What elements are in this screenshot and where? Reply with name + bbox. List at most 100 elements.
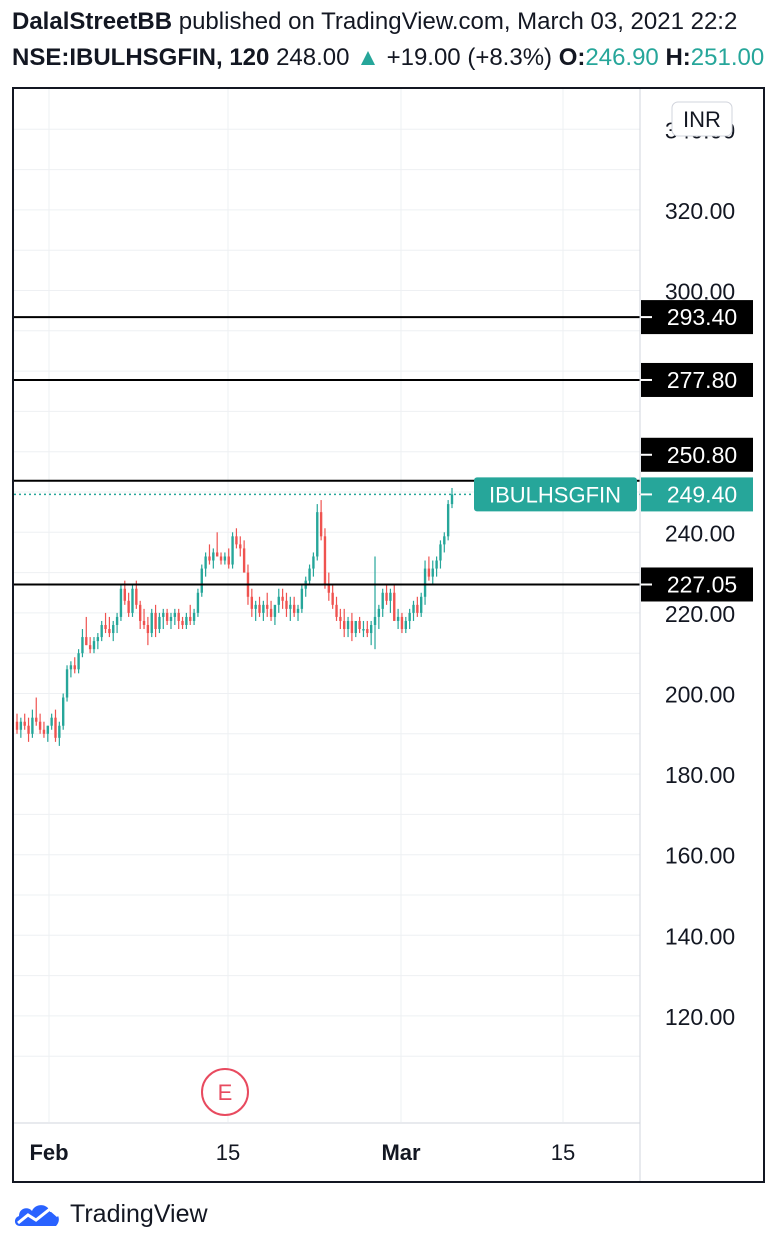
candle [165, 608, 169, 625]
candle [300, 584, 304, 613]
candle-body [358, 620, 361, 630]
candle [146, 616, 150, 646]
candle [308, 564, 311, 585]
candle-body [231, 536, 234, 565]
candle-body [416, 604, 419, 613]
candle [304, 576, 307, 597]
earnings-event-circle [201, 1068, 249, 1116]
tradingview-logo-icon[interactable] [12, 1198, 64, 1230]
candle-body [412, 604, 415, 613]
earnings-event-marker[interactable]: E [201, 1068, 249, 1116]
candle-body [223, 556, 227, 561]
horizontal-levels [14, 316, 640, 586]
level-label: 227.05 [667, 571, 737, 597]
candle-body [366, 629, 369, 634]
candle [312, 552, 315, 577]
time-axis[interactable]: Feb 15 Mar 15 [29, 1140, 575, 1165]
candle [77, 649, 80, 674]
currency-badge-box [671, 101, 733, 137]
candle [192, 608, 196, 625]
candle [108, 616, 111, 638]
candle [115, 612, 119, 634]
candle [423, 560, 427, 605]
candle-body [281, 596, 284, 601]
candle [396, 608, 400, 630]
candle [269, 600, 273, 621]
candle-body [212, 552, 215, 561]
candle [162, 608, 165, 630]
candle [189, 604, 192, 625]
candle [38, 713, 42, 734]
candle-body [300, 588, 304, 609]
candle-body [420, 596, 423, 613]
candle-body [73, 665, 76, 670]
symbol-tag: IBULHSGFIN [489, 482, 621, 507]
candle [427, 556, 431, 581]
open-value: 246.90 [585, 44, 659, 71]
candle-body [85, 637, 88, 646]
candle-body [65, 669, 69, 698]
candle-body [393, 592, 396, 621]
candle [258, 596, 261, 617]
brand-name[interactable]: TradingView [70, 1199, 208, 1228]
candle [23, 713, 26, 730]
candle [446, 500, 450, 541]
candle [208, 544, 211, 565]
candle-body [373, 616, 377, 625]
candle-body [58, 725, 61, 738]
candle [443, 532, 446, 553]
candle [65, 665, 69, 702]
candle-body [204, 556, 207, 569]
candle-body [69, 665, 73, 670]
candle [27, 717, 30, 742]
candle [373, 556, 377, 650]
candle [127, 592, 130, 617]
publish-info: DalalStreetBB published on TradingView.c… [12, 8, 737, 36]
candle-body [354, 620, 357, 634]
candle-body [343, 620, 346, 630]
currency-badge[interactable]: INR [671, 101, 733, 137]
candle [204, 552, 207, 577]
high-label: H: [665, 44, 691, 71]
candle [385, 584, 388, 605]
candle-body [50, 717, 53, 726]
candle-body [38, 721, 42, 730]
candle-body [158, 616, 161, 630]
candle [358, 616, 361, 634]
author-name[interactable]: DalalStreetBB [12, 8, 173, 35]
candle-body [138, 604, 142, 621]
candle-body [423, 568, 427, 597]
candle-body [381, 592, 384, 609]
price-chart[interactable]: 340.00320.00300.00240.00220.00200.00180.… [0, 0, 778, 1190]
candle-body [54, 717, 57, 738]
candle-body [289, 604, 292, 609]
candle-body [250, 596, 254, 609]
candle [339, 608, 342, 630]
candle-body [169, 616, 173, 621]
candle-body [27, 725, 30, 734]
y-tick-label: 120.00 [665, 1004, 735, 1030]
level-label-box [641, 362, 753, 397]
candle-body [327, 584, 331, 593]
candle-body [242, 548, 246, 573]
candle [389, 588, 392, 613]
candle-body [200, 568, 203, 593]
candle-body [316, 512, 319, 557]
price-change: +19.00 (+8.3%) [386, 44, 553, 71]
candle [169, 612, 173, 630]
candle-body [239, 544, 242, 549]
candle [400, 612, 404, 634]
candlestick-series [15, 487, 454, 746]
candle [408, 608, 411, 630]
candle-body [92, 641, 96, 650]
y-tick-label: 240.00 [665, 520, 735, 546]
candle [35, 697, 38, 726]
candle-body [389, 592, 392, 601]
candle [331, 584, 334, 609]
candle-body [435, 560, 438, 569]
price-axis[interactable]: 340.00320.00300.00240.00220.00200.00180.… [665, 117, 735, 1030]
level-label: 250.80 [667, 442, 737, 468]
candle [100, 620, 103, 642]
candle-body [377, 608, 381, 617]
candle-body [308, 568, 311, 581]
